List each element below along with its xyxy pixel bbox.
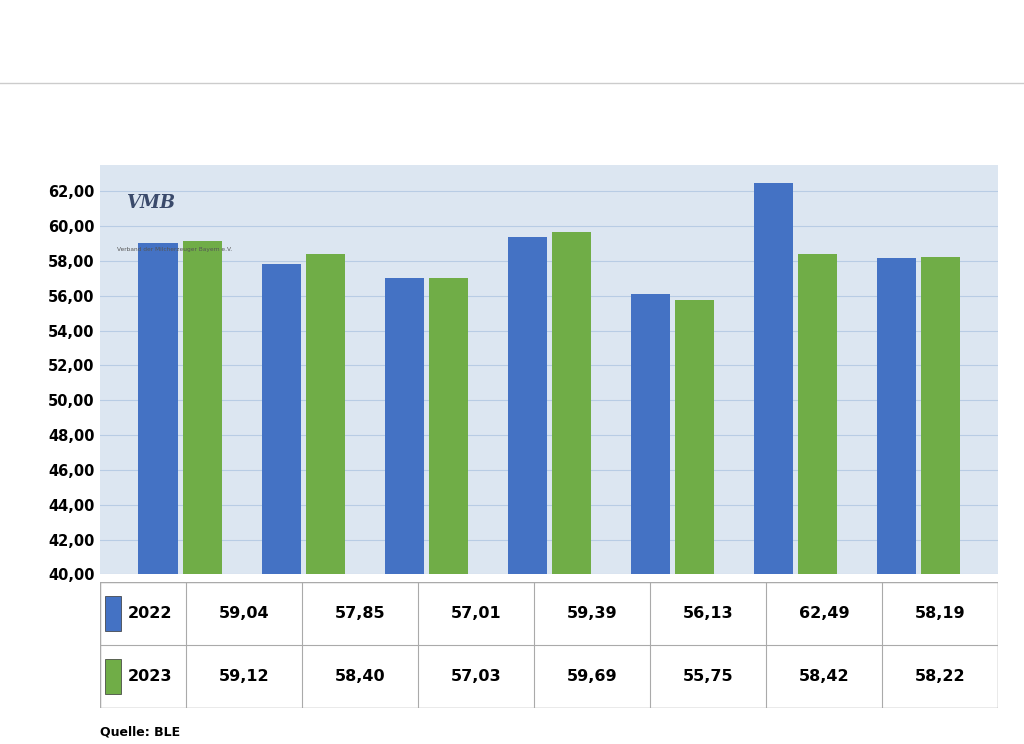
Bar	[306, 254, 345, 744]
Bar	[877, 257, 916, 744]
Text: Ökologische/Biologische Jahresmilchpreise der Bundesländer: Ökologische/Biologische Jahresmilchpreis…	[18, 29, 758, 53]
Text: 59,69: 59,69	[566, 669, 617, 684]
Text: Erzeugerstandort: Erzeugerstandort	[18, 121, 159, 137]
Bar	[754, 183, 793, 744]
Text: 56,13: 56,13	[683, 606, 733, 621]
Bar	[385, 278, 424, 744]
Bar	[182, 242, 222, 744]
Bar	[104, 659, 121, 694]
Text: 57,85: 57,85	[335, 606, 385, 621]
Text: 62,49: 62,49	[799, 606, 850, 621]
Bar	[631, 293, 670, 744]
Bar	[552, 231, 591, 744]
Bar	[104, 596, 121, 631]
Text: 2023: 2023	[128, 669, 173, 684]
Text: 57,03: 57,03	[451, 669, 501, 684]
Text: 2022: 2022	[128, 606, 173, 621]
Text: 58,40: 58,40	[335, 669, 385, 684]
Text: 57,01: 57,01	[451, 606, 501, 621]
Bar	[798, 254, 838, 744]
Text: 59,04: 59,04	[218, 606, 269, 621]
Text: 59,39: 59,39	[566, 606, 617, 621]
Bar	[921, 257, 961, 744]
Text: 59,12: 59,12	[218, 669, 269, 684]
Bar	[138, 243, 178, 744]
Text: bei 4,0% Fett und 3,4 % Eiweiß, in Cent/kg inkl. Rückvergütung: bei 4,0% Fett und 3,4 % Eiweiß, in Cent/…	[18, 77, 527, 92]
Text: 55,75: 55,75	[683, 669, 733, 684]
Text: Quelle: BLE: Quelle: BLE	[100, 725, 180, 738]
Text: ☽: ☽	[988, 59, 1016, 88]
Bar	[508, 237, 547, 744]
Bar	[429, 278, 468, 744]
Text: VMB: VMB	[865, 48, 1010, 99]
Bar	[261, 263, 301, 744]
Text: 58,42: 58,42	[799, 669, 850, 684]
Text: 58,19: 58,19	[915, 606, 966, 621]
Text: 58,22: 58,22	[915, 669, 966, 684]
Bar	[675, 300, 714, 744]
